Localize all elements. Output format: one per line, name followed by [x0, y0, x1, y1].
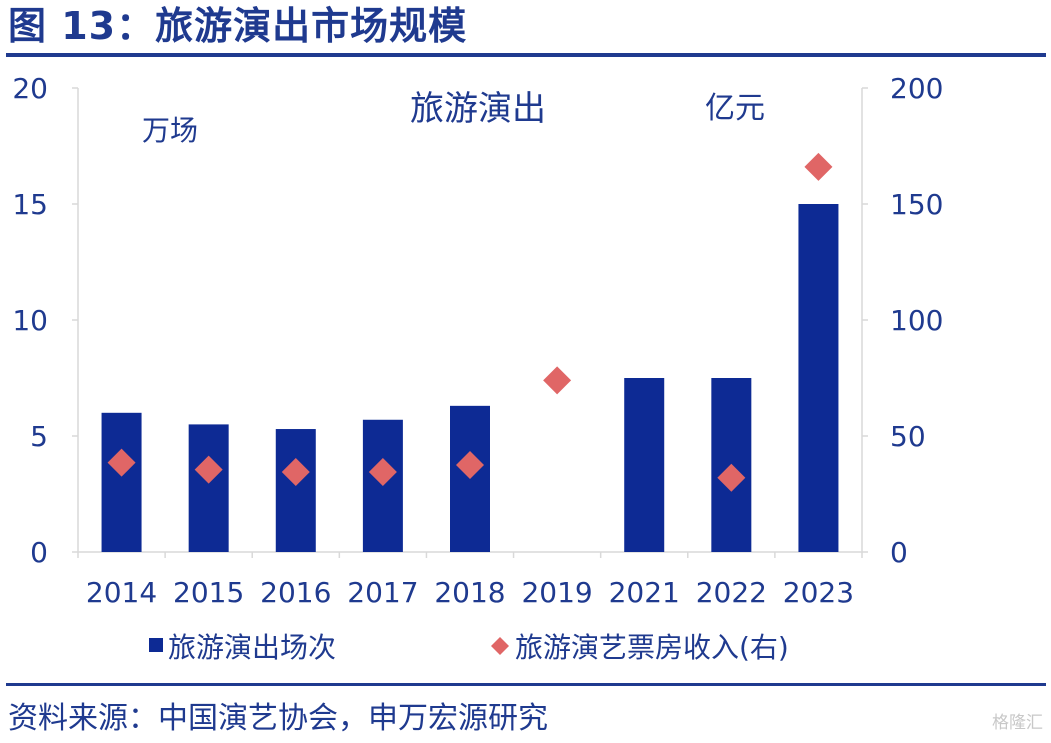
- point-box-office: [804, 152, 833, 181]
- title-rule: [6, 53, 1046, 57]
- left-axis-unit-label: 万场: [142, 114, 198, 147]
- bar-performances: [275, 429, 316, 552]
- right-tick-label: 150: [890, 188, 943, 221]
- bar-performances: [188, 424, 229, 552]
- x-tick-label: 2019: [521, 576, 592, 609]
- x-tick-label: 2014: [86, 576, 157, 609]
- point-box-office: [543, 366, 572, 395]
- source-note: 资料来源：中国演艺协会，申万宏源研究: [8, 701, 548, 736]
- point-box-office: [194, 455, 223, 484]
- source-rule: [6, 683, 1046, 686]
- left-tick-label: 10: [12, 304, 48, 337]
- left-tick-label: 5: [30, 420, 48, 453]
- x-tick-label: 2015: [173, 576, 244, 609]
- right-tick-label: 50: [890, 420, 926, 453]
- watermark-logo: 格隆汇: [992, 713, 1043, 733]
- left-tick-label: 20: [12, 72, 48, 105]
- left-tick-label: 15: [12, 188, 48, 221]
- point-box-office: [107, 448, 136, 477]
- left-tick-label: 0: [30, 536, 48, 569]
- legend-diamond-label: 旅游演艺票房收入(右): [515, 631, 789, 664]
- bar-performances: [101, 412, 142, 552]
- point-box-office: [368, 457, 397, 486]
- legend-diamond-swatch: [491, 637, 509, 655]
- point-box-office: [717, 463, 746, 492]
- right-tick-label: 0: [890, 536, 908, 569]
- x-tick-label: 2018: [434, 576, 505, 609]
- right-tick-label: 200: [890, 72, 943, 105]
- point-box-office: [456, 451, 484, 479]
- x-tick-label: 2016: [260, 576, 331, 609]
- bar-performances: [798, 204, 839, 552]
- right-tick-label: 100: [890, 304, 943, 337]
- x-tick-label: 2023: [783, 576, 854, 609]
- figure-title: 图 13：旅游演出市场规模: [8, 4, 468, 48]
- chart-title: 旅游演出: [410, 89, 546, 129]
- point-box-office: [281, 457, 310, 486]
- x-tick-label: 2022: [696, 576, 767, 609]
- legend-bar-label: 旅游演出场次: [168, 631, 336, 664]
- right-axis-unit-label: 亿元: [705, 91, 765, 126]
- bar-performances: [624, 378, 665, 552]
- legend-bar-swatch: [149, 638, 163, 652]
- x-tick-label: 2017: [347, 576, 418, 609]
- x-tick-label: 2021: [609, 576, 680, 609]
